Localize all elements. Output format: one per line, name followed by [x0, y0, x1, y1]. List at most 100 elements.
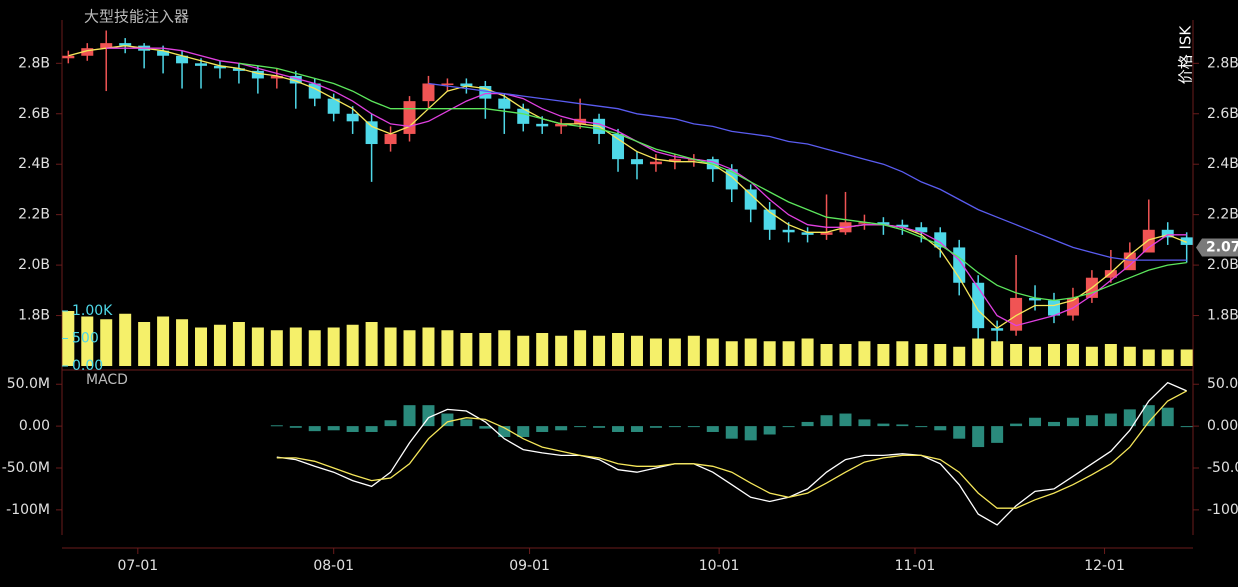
macd-bar	[953, 426, 966, 439]
volume-bar	[498, 330, 511, 366]
volume-bar	[403, 330, 416, 366]
candle-body	[896, 224, 909, 228]
y-tick-label: 2.2B	[18, 207, 50, 223]
candle-body	[498, 98, 511, 109]
y-tick-label: 0.00	[19, 418, 50, 434]
volume-bar	[668, 338, 681, 366]
x-tick-label: 11-01	[895, 558, 936, 574]
volume-bar	[365, 322, 378, 366]
macd-bar	[687, 426, 700, 428]
x-tick-label: 12-01	[1084, 558, 1125, 574]
y-tick-label-right: 1.8B	[1207, 308, 1238, 324]
volume-bar	[195, 327, 208, 366]
macd-bar	[555, 426, 568, 431]
candle-body	[62, 55, 75, 59]
x-tick-label: 09-01	[509, 558, 550, 574]
candle-body	[782, 229, 795, 233]
candle-body	[744, 189, 757, 210]
macd-bar	[1104, 413, 1117, 427]
volume-bar	[555, 335, 568, 366]
volume-bar	[327, 327, 340, 366]
macd-bar	[744, 426, 757, 441]
macd-bar	[915, 426, 928, 428]
volume-tick-label: 500	[72, 331, 99, 347]
volume-bar	[706, 338, 719, 366]
volume-bar	[1085, 346, 1098, 366]
candle-body	[1010, 297, 1023, 331]
candle-body	[915, 227, 928, 233]
volume-bar	[270, 330, 283, 366]
candle-body	[649, 161, 662, 165]
volume-bar	[877, 344, 890, 366]
macd-bar	[365, 426, 378, 432]
volume-bar	[176, 319, 189, 366]
ma-line	[68, 45, 1187, 330]
y-tick-label-right: 0.00	[1207, 418, 1238, 434]
candle-body	[195, 63, 208, 66]
macd-bar	[877, 423, 890, 427]
volume-bar	[972, 338, 985, 366]
y-tick-label: 1.8B	[18, 308, 50, 324]
candle-body	[1142, 229, 1155, 253]
macd-bar	[270, 425, 283, 427]
volume-bar	[782, 341, 795, 366]
macd-bar	[460, 419, 473, 427]
volume-bar	[915, 344, 928, 366]
macd-bar	[1066, 417, 1079, 427]
volume-bar	[1180, 349, 1193, 366]
y-tick-label: 2.4B	[18, 156, 50, 172]
macd-bar	[308, 426, 321, 432]
price-tag-label: 2.07	[1206, 239, 1238, 255]
volume-bar	[460, 333, 473, 366]
volume-bar	[346, 324, 359, 366]
macd-line	[276, 381, 1187, 526]
macd-bar	[1161, 407, 1174, 427]
y-tick-label-right: -100M	[1207, 502, 1238, 518]
macd-bar	[1010, 423, 1023, 427]
macd-bar	[517, 426, 530, 438]
volume-bar	[62, 311, 75, 366]
candle-body	[612, 133, 625, 160]
candle-body	[327, 98, 340, 114]
macd-title: MACD	[86, 372, 128, 388]
candle-body	[801, 232, 814, 235]
candle-body	[555, 123, 568, 127]
volume-bar	[1029, 346, 1042, 366]
ma-line	[106, 47, 1187, 327]
macd-bar	[1142, 405, 1155, 427]
macd-bar	[1123, 409, 1136, 427]
candle-body	[232, 68, 245, 71]
candle-body	[536, 123, 549, 127]
y-tick-label: 2.0B	[18, 257, 50, 273]
volume-bar	[744, 338, 757, 366]
volume-bar	[612, 333, 625, 366]
x-tick-label: 08-01	[313, 558, 354, 574]
macd-bar	[630, 426, 643, 432]
volume-bar	[934, 344, 947, 366]
volume-bar	[251, 327, 264, 366]
volume-bar	[953, 346, 966, 366]
macd-bar	[972, 426, 985, 448]
candle-body	[270, 75, 283, 79]
candle-body	[119, 43, 132, 46]
candle-body	[630, 159, 643, 165]
volume-bar	[479, 333, 492, 366]
macd-bar	[934, 426, 947, 431]
volume-bar	[839, 344, 852, 366]
candle-body	[820, 232, 833, 235]
x-tick-label: 07-01	[117, 558, 158, 574]
chart-title: 大型技能注入器	[84, 8, 189, 26]
volume-bar	[441, 330, 454, 366]
candle-body	[289, 75, 302, 84]
candle-body	[251, 70, 264, 79]
volume-bar	[119, 313, 132, 366]
volume-bar	[1161, 349, 1174, 366]
macd-bar	[1029, 417, 1042, 427]
volume-bar	[649, 338, 662, 366]
macd-bar	[649, 426, 662, 428]
y-tick-label-right: 2.0B	[1207, 257, 1238, 273]
y-tick-label: -50.0M	[2, 460, 50, 476]
x-tick-label: 10-01	[699, 558, 740, 574]
y-tick-label-right: 2.2B	[1207, 207, 1238, 223]
volume-bar	[138, 322, 151, 366]
